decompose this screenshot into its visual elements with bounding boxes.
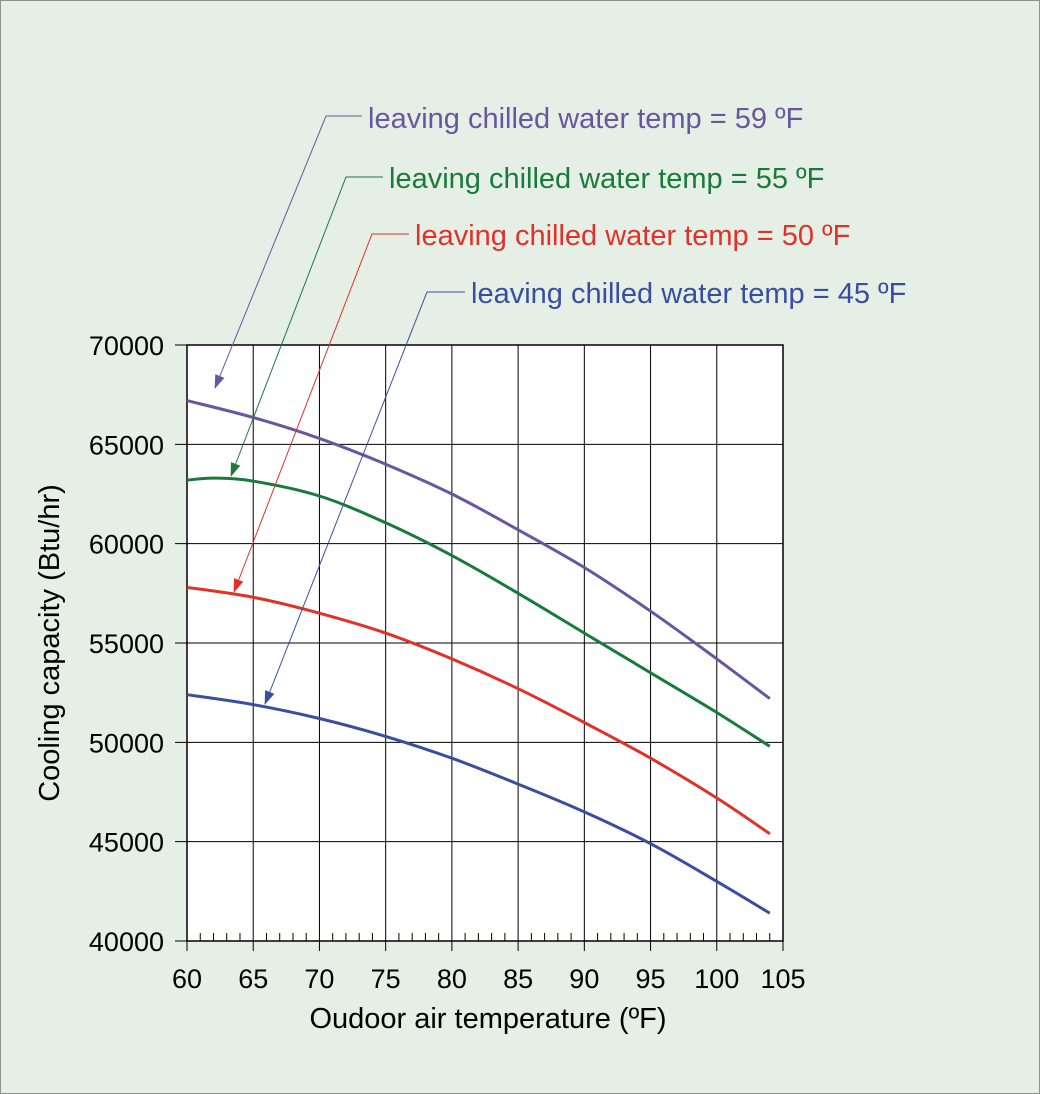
x-tick-label: 70: [304, 964, 334, 994]
legend-leader-arrow-3: [233, 233, 409, 593]
x-tick-label: 85: [503, 964, 533, 994]
y-tick-label: 50000: [89, 728, 164, 758]
y-axis-title: Cooling capacity (Btu/hr): [34, 484, 66, 802]
x-tick-label: 60: [172, 964, 202, 994]
legend-label-4: leaving chilled water temp = 45 ºF: [471, 278, 906, 310]
x-axis-title: Oudoor air temperature (ºF): [309, 1003, 666, 1035]
y-tick-label: 40000: [89, 927, 164, 957]
legend-leader-arrow-4: [264, 291, 465, 705]
series-line-4: [186, 693, 771, 915]
x-tick-label: 90: [569, 964, 599, 994]
legend-leader-arrow-1: [214, 115, 362, 389]
series-lines: [186, 399, 771, 915]
y-tick-label: 65000: [89, 430, 164, 460]
legend-label-2: leaving chilled water temp = 55 ºF: [389, 163, 824, 195]
x-tick-label: 95: [636, 964, 666, 994]
y-tick-label: 45000: [89, 828, 164, 858]
minor-ticks: [199, 933, 771, 941]
series-line-1: [186, 399, 771, 700]
x-tick-labels: 60 65 70 75 80 85 90 95 100 105: [172, 964, 806, 994]
legend-label-3: leaving chilled water temp = 50 ºF: [415, 220, 850, 252]
x-tick-label: 80: [437, 964, 467, 994]
y-tick-label: 60000: [89, 530, 164, 560]
legend-label-1: leaving chilled water temp = 59 ºF: [368, 103, 803, 135]
grid-lines: [175, 344, 784, 951]
legend-leader-arrow-2: [230, 176, 383, 477]
x-tick-label: 65: [238, 964, 268, 994]
series-line-3: [186, 585, 771, 835]
x-tick-label: 105: [760, 964, 805, 994]
legend: leaving chilled water temp = 59 ºF leavin…: [214, 103, 906, 705]
y-tick-label: 70000: [89, 331, 164, 361]
series-line-2: [186, 476, 771, 748]
y-tick-label: 55000: [89, 629, 164, 659]
x-tick-label: 100: [694, 964, 739, 994]
y-tick-labels: 40000 45000 50000 55000 60000 65000 70000: [89, 331, 164, 957]
x-tick-label: 75: [371, 964, 401, 994]
